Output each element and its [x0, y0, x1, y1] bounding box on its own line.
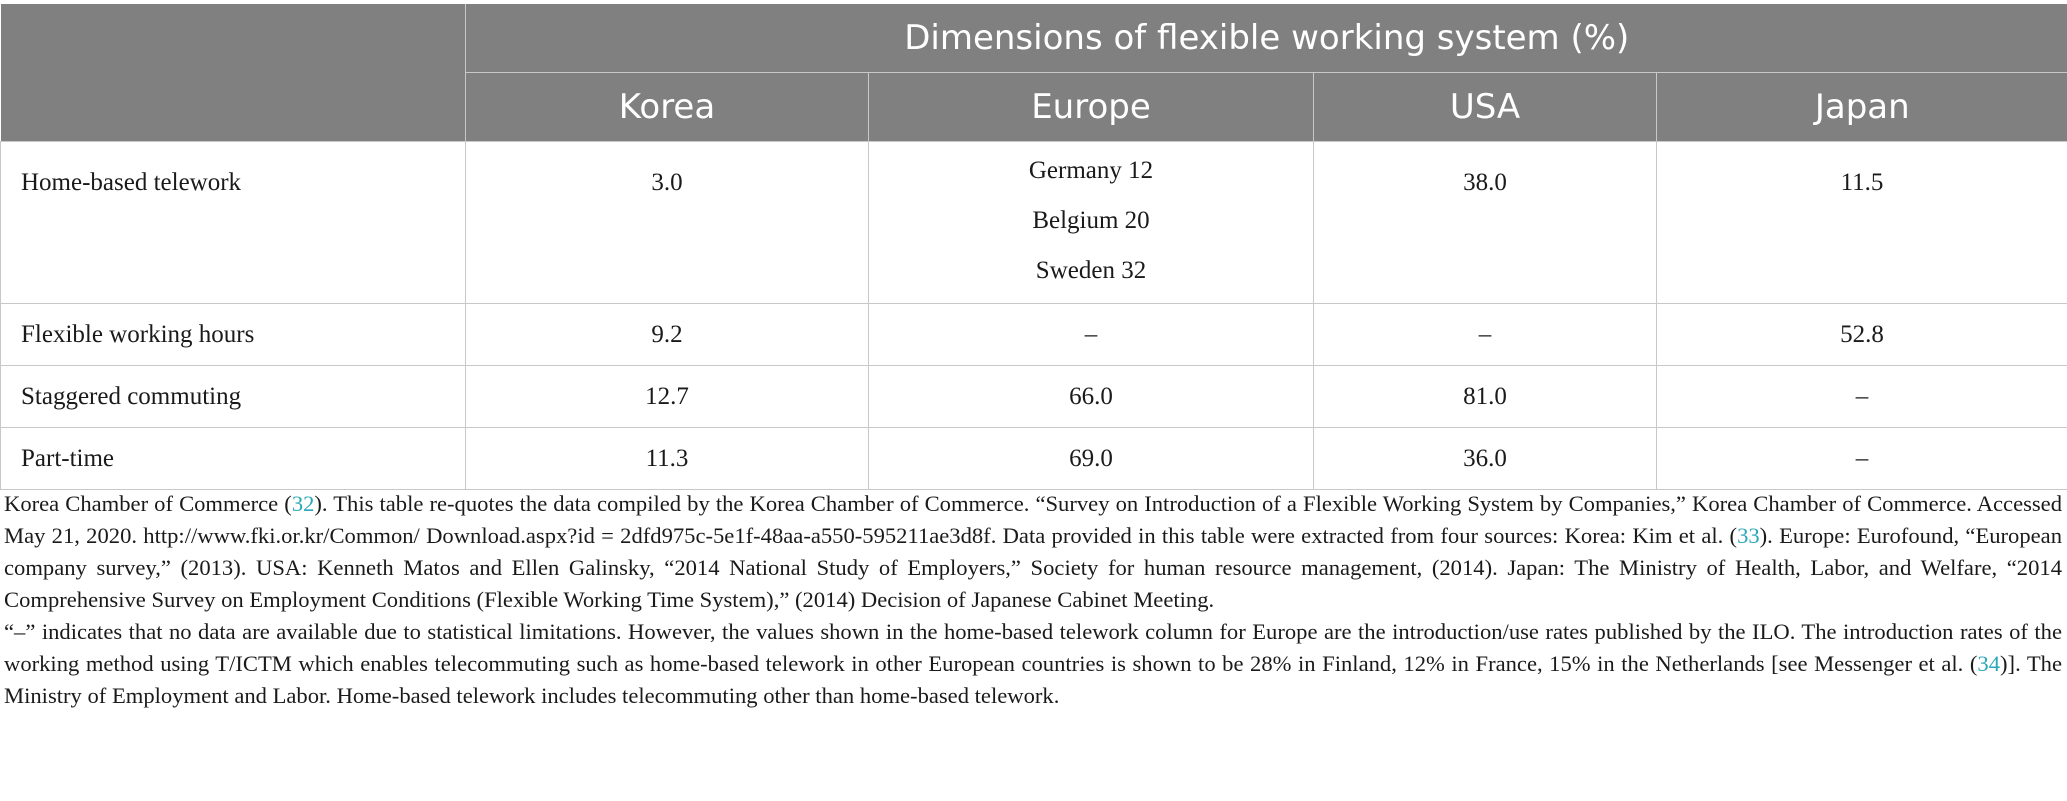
- cell-japan: –: [1655, 427, 2067, 490]
- footnote-dash-text-2: )]. The Ministry of Employment and Labor…: [4, 651, 2062, 708]
- column-header-japan: Japan: [1655, 72, 2067, 142]
- row-label: Home-based telework: [0, 141, 466, 304]
- reference-link-33[interactable]: 33: [1737, 523, 1760, 548]
- europe-belgium-value: Belgium 20: [1032, 207, 1150, 234]
- cell-japan: 52.8: [1655, 303, 2067, 366]
- cell-korea: 9.2: [465, 303, 869, 366]
- cell-europe: 66.0: [868, 365, 1314, 428]
- column-header-korea: Korea: [465, 72, 869, 142]
- cell-korea: 12.7: [465, 365, 869, 428]
- cell-usa: –: [1313, 303, 1657, 366]
- group-header: Dimensions of flexible working system (%…: [464, 4, 2067, 73]
- europe-germany-value: Germany 12: [1028, 157, 1154, 184]
- europe-sweden-value: Sweden 32: [1035, 257, 1147, 284]
- table-row-flexible-working-hours: Flexible working hours 9.2 – – 52.8: [0, 303, 2067, 366]
- cell-europe: Germany 12 Belgium 20 Sweden 32: [868, 141, 1314, 304]
- footnote-dash-explanation: “–” indicates that no data are available…: [4, 616, 2062, 712]
- footnote-dash-text-1: “–” indicates that no data are available…: [4, 619, 2062, 676]
- group-header-row: Dimensions of flexible working system (%…: [0, 4, 2067, 142]
- cell-usa: 36.0: [1313, 427, 1657, 490]
- reference-link-34[interactable]: 34: [1977, 651, 2001, 676]
- column-header-row: Korea Europe USA Japan: [1, 72, 2067, 142]
- cell-europe: 69.0: [868, 427, 1314, 490]
- cell-usa: 38.0: [1313, 141, 1657, 304]
- cell-japan: –: [1655, 365, 2067, 428]
- footnote-source-text-1: Korea Chamber of Commerce (: [4, 491, 292, 516]
- cell-korea: 11.3: [465, 427, 869, 490]
- row-label: Flexible working hours: [0, 303, 466, 366]
- column-header-europe: Europe: [868, 72, 1314, 142]
- cell-japan: 11.5: [1655, 141, 2067, 304]
- cell-usa: 81.0: [1313, 365, 1657, 428]
- table-row-home-based-telework: Home-based telework 3.0 Germany 12 Belgi…: [0, 141, 2067, 304]
- footnote-source: Korea Chamber of Commerce (32). This tab…: [4, 488, 2062, 616]
- table-row-staggered-commuting: Staggered commuting 12.7 66.0 81.0 –: [0, 365, 2067, 428]
- reference-link-32[interactable]: 32: [291, 491, 315, 516]
- corner-header-cell: [0, 4, 466, 142]
- table-row-part-time: Part-time 11.3 69.0 36.0 –: [0, 427, 2067, 490]
- row-label: Part-time: [0, 427, 466, 490]
- flexible-working-table: Dimensions of flexible working system (%…: [0, 4, 2067, 490]
- cell-europe: –: [868, 303, 1314, 366]
- data-table-container: Dimensions of flexible working system (%…: [0, 4, 2067, 490]
- footnote-source-text-2: ). This table re-quotes the data compile…: [4, 491, 2063, 548]
- table-footnotes: Korea Chamber of Commerce (32). This tab…: [4, 488, 2062, 712]
- cell-korea: 3.0: [465, 141, 869, 304]
- column-header-usa: USA: [1313, 72, 1657, 142]
- footnote-source-text-3: ). Europe: Eurofound, “European company …: [4, 523, 2063, 612]
- row-label: Staggered commuting: [0, 365, 466, 428]
